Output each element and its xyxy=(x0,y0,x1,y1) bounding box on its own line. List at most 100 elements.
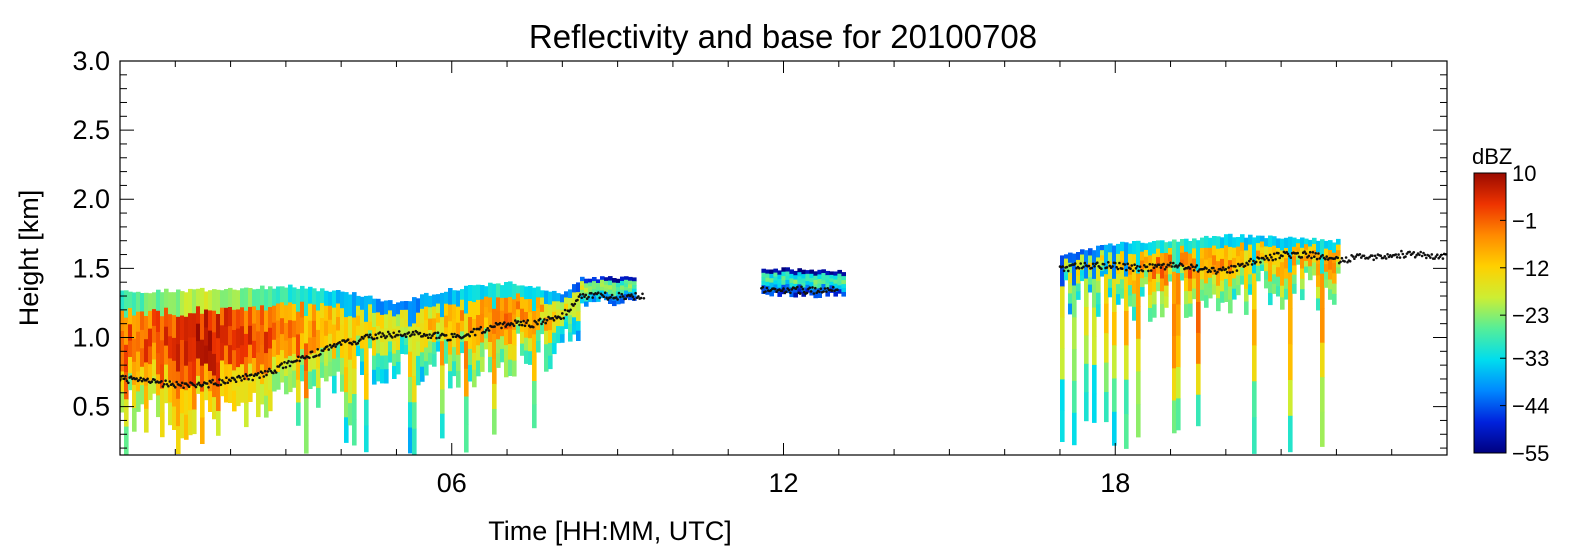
reflectivity-cell xyxy=(272,288,277,307)
reflectivity-cell xyxy=(284,376,289,395)
reflectivity-cell xyxy=(324,305,329,322)
cloud-base-marker xyxy=(410,333,414,336)
reflectivity-cell xyxy=(765,269,770,275)
reflectivity-cell xyxy=(1076,275,1081,285)
reflectivity-cell xyxy=(1292,256,1297,266)
cloud-base-marker xyxy=(339,343,343,346)
reflectivity-cell xyxy=(604,292,609,297)
reflectivity-cell xyxy=(384,341,389,357)
reflectivity-cell xyxy=(312,304,317,322)
reflectivity-cell xyxy=(396,338,401,351)
reflectivity-cell xyxy=(296,334,301,358)
reflectivity-cell xyxy=(228,383,233,403)
reflectivity-cell xyxy=(272,305,277,324)
cloud-base-marker xyxy=(1257,257,1261,260)
reflectivity-cell xyxy=(220,342,225,362)
reflectivity-cell xyxy=(612,287,617,293)
reflectivity-cell xyxy=(1272,255,1277,266)
reflectivity-cell xyxy=(1220,258,1225,271)
cloud-base-marker xyxy=(1274,258,1277,261)
reflectivity-cell xyxy=(132,338,137,363)
reflectivity-cell xyxy=(1320,411,1325,447)
reflectivity-cell xyxy=(232,390,237,412)
cloud-base-marker xyxy=(391,336,394,339)
reflectivity-cell xyxy=(372,298,377,314)
reflectivity-cell xyxy=(1160,240,1165,254)
reflectivity-cell xyxy=(596,297,601,302)
reflectivity-cell xyxy=(216,338,221,363)
cloud-base-marker xyxy=(581,292,585,296)
reflectivity-cell xyxy=(1256,235,1261,244)
reflectivity-cell xyxy=(805,281,810,286)
reflectivity-cell xyxy=(468,364,473,382)
reflectivity-cell xyxy=(1184,251,1189,266)
reflectivity-cell xyxy=(1068,293,1073,305)
reflectivity-cell xyxy=(384,355,389,370)
reflectivity-cell xyxy=(1108,270,1113,280)
cloud-base-marker xyxy=(1429,256,1432,259)
cloud-base-marker xyxy=(310,350,314,354)
reflectivity-cell xyxy=(1060,379,1065,411)
cloud-base-marker xyxy=(1107,261,1110,264)
reflectivity-cell xyxy=(204,327,209,347)
reflectivity-cell xyxy=(148,346,153,365)
reflectivity-cell xyxy=(1244,237,1249,252)
reflectivity-cell xyxy=(1336,238,1341,246)
reflectivity-cell xyxy=(785,279,790,285)
reflectivity-cell xyxy=(396,302,401,315)
reflectivity-cell xyxy=(1336,255,1341,263)
reflectivity-cell xyxy=(408,377,413,403)
reflectivity-cell xyxy=(1124,379,1129,415)
reflectivity-cell xyxy=(616,287,621,292)
reflectivity-cell xyxy=(1244,301,1249,315)
reflectivity-cell xyxy=(1100,250,1105,256)
reflectivity-cell xyxy=(1264,238,1269,247)
reflectivity-cell xyxy=(1196,394,1201,427)
cloud-base-marker xyxy=(478,327,481,331)
reflectivity-cell xyxy=(1068,273,1073,284)
reflectivity-cell xyxy=(340,291,345,309)
cloud-base-marker xyxy=(814,286,817,290)
reflectivity-cell xyxy=(344,392,349,418)
reflectivity-cell xyxy=(1304,238,1309,245)
reflectivity-cell xyxy=(1252,273,1257,310)
reflectivity-cell xyxy=(280,286,285,303)
reflectivity-cell xyxy=(1104,362,1109,393)
cloud-base-marker xyxy=(435,336,438,340)
cloud-base-marker xyxy=(796,285,799,289)
reflectivity-cell xyxy=(1080,254,1085,261)
x-tick-label: 06 xyxy=(437,468,467,498)
cloud-base-marker xyxy=(1194,265,1197,269)
cloud-base-marker xyxy=(1190,263,1193,267)
cloud-base-marker xyxy=(1278,256,1281,260)
reflectivity-cell xyxy=(256,310,261,332)
reflectivity-cell xyxy=(1136,371,1141,405)
reflectivity-cell xyxy=(220,378,225,397)
reflectivity-cell xyxy=(532,357,537,382)
reflectivity-cell xyxy=(480,328,485,344)
cloud-base-marker xyxy=(1430,253,1434,256)
reflectivity-cell xyxy=(1168,248,1173,256)
reflectivity-cell xyxy=(456,290,461,308)
reflectivity-cell xyxy=(140,293,145,313)
cloud-base-marker xyxy=(1272,252,1276,256)
reflectivity-cell xyxy=(292,287,297,305)
cloud-base-marker xyxy=(1145,265,1149,269)
reflectivity-cell xyxy=(252,323,257,342)
cloud-base-marker xyxy=(1118,261,1121,265)
reflectivity-cell xyxy=(172,383,177,408)
cloud-base-marker xyxy=(121,374,125,378)
reflectivity-cell xyxy=(368,321,373,331)
reflectivity-cell xyxy=(512,345,517,362)
reflectivity-cell xyxy=(260,285,265,306)
reflectivity-cell xyxy=(793,279,798,285)
reflectivity-cell xyxy=(1312,268,1317,276)
cloud-base-marker xyxy=(1307,254,1311,258)
reflectivity-cell xyxy=(596,286,601,291)
reflectivity-cell xyxy=(364,373,369,401)
reflectivity-cell xyxy=(1252,237,1257,274)
reflectivity-cell xyxy=(456,338,461,356)
cloud-base-marker xyxy=(764,290,767,293)
reflectivity-cell xyxy=(340,341,345,359)
reflectivity-cell xyxy=(532,404,537,429)
